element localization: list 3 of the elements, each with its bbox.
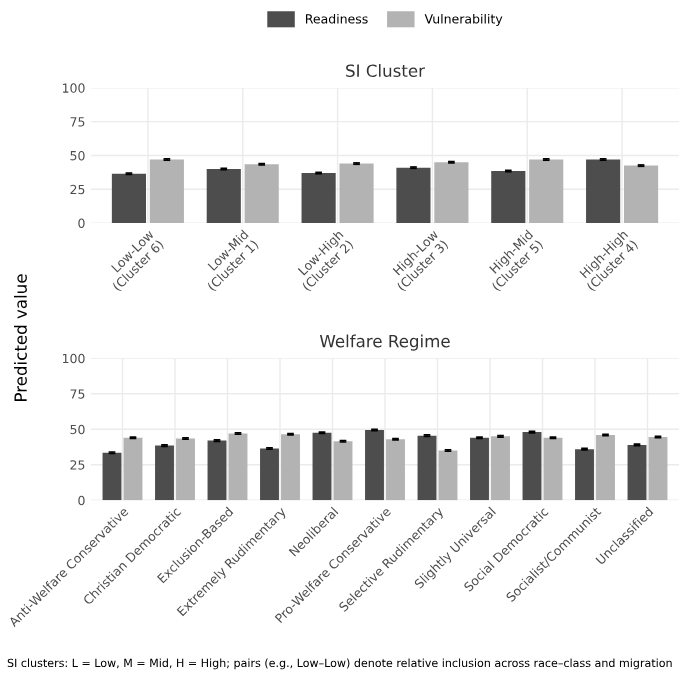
y-axis-title: Predicted value [14, 274, 27, 401]
chart-title: Welfare Regime [319, 334, 450, 351]
chart-title: SI Cluster [346, 64, 425, 78]
